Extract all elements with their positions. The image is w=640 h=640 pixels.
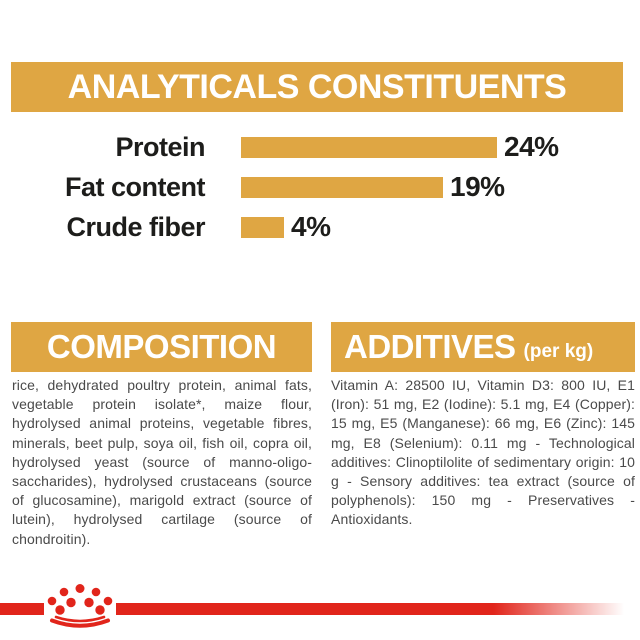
chart-category-label: Crude fiber [66, 211, 205, 242]
chart-value-label: 4% [291, 211, 331, 242]
chart-bar [241, 176, 443, 198]
chart-value-label: 19% [450, 171, 505, 202]
chart-bar [241, 216, 284, 238]
additives-banner: ADDITIVES (per kg) [331, 322, 635, 372]
composition-banner: COMPOSITION [11, 322, 312, 372]
brand-footer [0, 575, 640, 640]
composition-title: COMPOSITION [46, 328, 277, 365]
chart-row: Crude fiber 4% [0, 207, 640, 247]
additives-text: Vitamin A: 28500 IU, Vitamin D3: 800 IU,… [331, 377, 635, 528]
chart-row: Protein 24% [0, 127, 640, 167]
chart-bar [241, 136, 497, 158]
chart-value-label: 24% [504, 131, 559, 162]
composition-text: rice, dehydrated poultry protein, animal… [12, 377, 312, 547]
royal-canin-crown-icon [47, 584, 113, 628]
red-band-left [0, 603, 44, 615]
chart-category-label: Protein [115, 131, 205, 162]
analyticals-title: ANALYTICALS CONSTITUENTS [67, 67, 567, 106]
red-band-right [116, 603, 640, 615]
additives-title: ADDITIVES [344, 328, 516, 365]
chart-category-label: Fat content [65, 171, 206, 202]
analyticals-bar-chart: Protein 24% Fat content 19% Crude fiber 4% [0, 127, 640, 247]
chart-row: Fat content 19% [0, 167, 640, 207]
additives-title-suffix: (per kg) [523, 341, 594, 362]
analyticals-banner: ANALYTICALS CONSTITUENTS [11, 62, 623, 112]
